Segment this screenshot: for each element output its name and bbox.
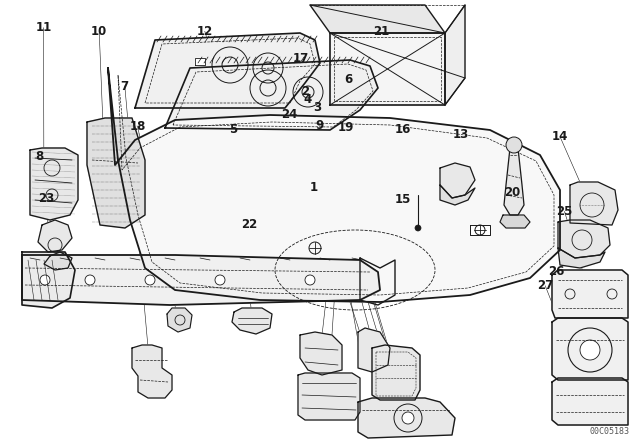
Polygon shape [552,270,628,318]
Text: 25: 25 [556,205,573,218]
Text: 1: 1 [310,181,317,194]
Polygon shape [552,378,628,425]
Text: 16: 16 [395,123,412,137]
Polygon shape [22,252,75,308]
Circle shape [40,275,50,285]
Polygon shape [108,68,560,302]
Text: 23: 23 [38,191,54,205]
Circle shape [215,275,225,285]
Text: 00C05183: 00C05183 [590,427,630,436]
Polygon shape [132,345,172,398]
Polygon shape [87,118,145,228]
Text: 26: 26 [548,264,565,278]
Text: 24: 24 [281,108,298,121]
Polygon shape [552,318,628,380]
Polygon shape [500,215,530,228]
Text: 27: 27 [537,279,554,293]
Polygon shape [470,225,490,235]
Polygon shape [22,255,380,305]
Text: 10: 10 [91,25,108,38]
Polygon shape [504,148,524,215]
Polygon shape [135,33,320,108]
Text: 2: 2 [301,85,309,98]
Circle shape [85,275,95,285]
Polygon shape [44,252,72,270]
Text: 6: 6 [345,73,353,86]
Polygon shape [440,163,475,198]
Text: 15: 15 [395,193,412,206]
Text: 22: 22 [241,217,258,231]
Polygon shape [298,373,360,420]
Text: 21: 21 [372,25,389,38]
Polygon shape [195,58,205,65]
Text: 14: 14 [552,130,568,143]
Circle shape [305,275,315,285]
Text: 11: 11 [35,21,52,34]
Text: 7: 7 [121,79,129,93]
Text: 17: 17 [292,52,309,65]
Polygon shape [558,220,610,258]
Polygon shape [330,33,445,105]
Polygon shape [30,148,78,220]
Circle shape [415,225,421,231]
Polygon shape [440,185,475,205]
Text: 5: 5 [230,122,237,136]
Polygon shape [300,332,342,375]
Polygon shape [372,345,420,400]
Polygon shape [358,398,455,438]
Polygon shape [165,60,378,130]
Circle shape [580,340,600,360]
Polygon shape [358,328,390,372]
Text: 9: 9 [316,119,324,132]
Circle shape [402,412,414,424]
Text: 18: 18 [129,120,146,133]
Polygon shape [167,308,192,332]
Text: 3: 3 [313,101,321,114]
Text: 8: 8 [36,150,44,164]
Circle shape [506,137,522,153]
Polygon shape [38,220,72,252]
Circle shape [145,275,155,285]
Polygon shape [310,5,445,33]
Polygon shape [232,308,272,334]
Polygon shape [558,248,605,268]
Text: 19: 19 [337,121,354,134]
Text: 12: 12 [196,25,213,38]
Text: 13: 13 [452,128,469,141]
Text: 20: 20 [504,186,520,199]
Text: 4: 4 [303,93,311,106]
Polygon shape [570,182,618,225]
Polygon shape [445,5,465,105]
